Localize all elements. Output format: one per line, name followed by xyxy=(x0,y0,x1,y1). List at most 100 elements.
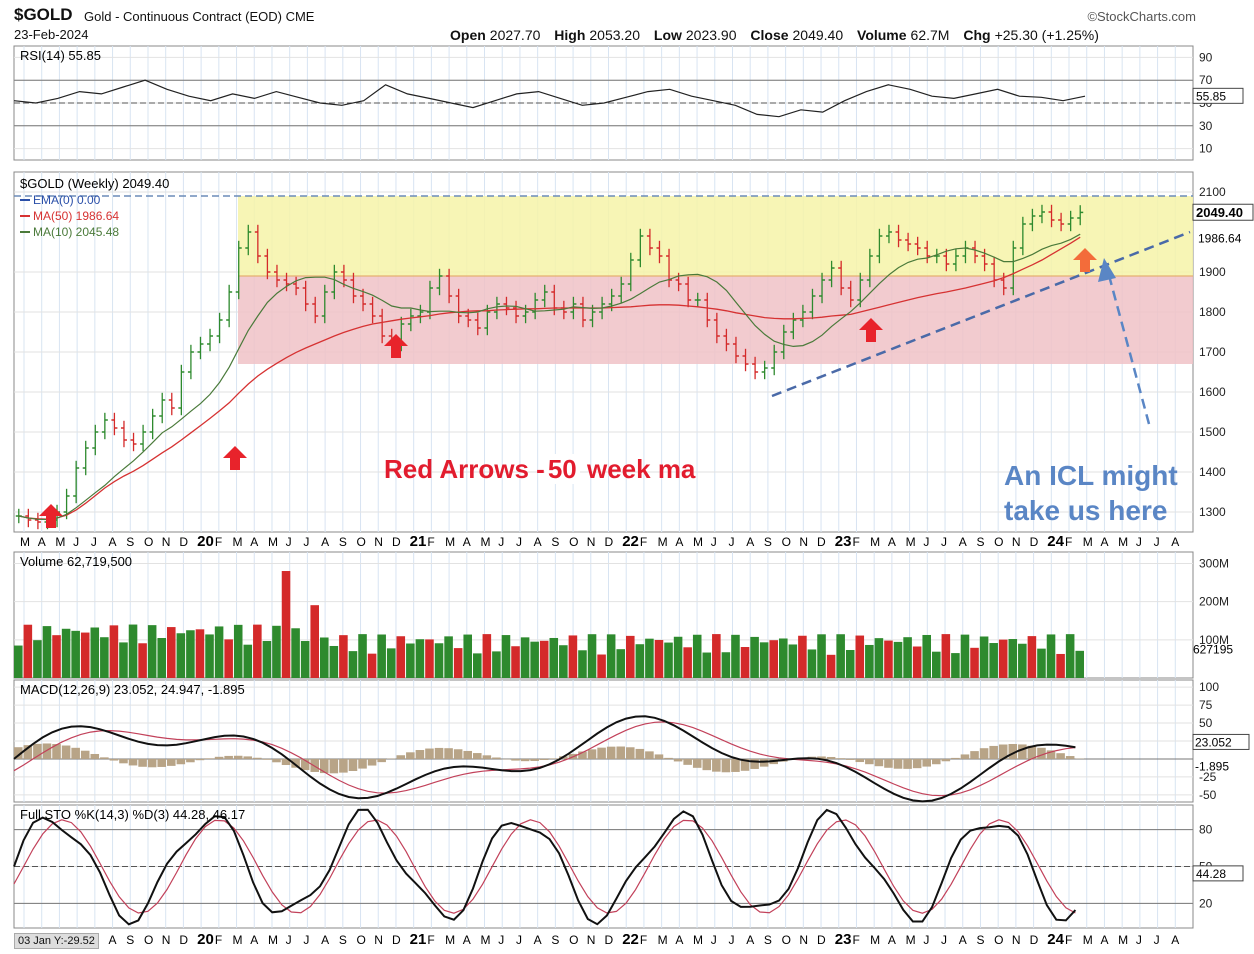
rsi-tag-box xyxy=(1192,87,1244,104)
macd-histogram-bar xyxy=(444,748,453,759)
x-axis-label: J xyxy=(286,535,292,549)
ann-red-suffix: week ma xyxy=(579,454,696,484)
volume-bar xyxy=(702,652,712,678)
ma50-touch-arrow xyxy=(39,504,63,528)
y-tick-label: 200M xyxy=(1199,595,1229,609)
volume-bar xyxy=(673,636,683,678)
x-axis-label-bottom: S xyxy=(764,933,772,947)
macd-line xyxy=(13,715,1076,803)
close-tag-box xyxy=(1192,203,1254,221)
x-axis-label: M xyxy=(906,535,916,549)
x-axis-label-bottom: J xyxy=(728,933,734,947)
macd-histogram-bar xyxy=(884,758,893,768)
x-axis-label: J xyxy=(498,535,504,549)
volume-bar xyxy=(233,624,243,678)
volume-bar xyxy=(33,640,42,678)
macd-histogram-bar xyxy=(654,754,664,759)
x-axis-label-bottom: D xyxy=(1030,933,1039,947)
volume-bar xyxy=(530,641,539,678)
y-tick-label: 1300 xyxy=(1199,505,1226,519)
volume-bar xyxy=(415,639,425,678)
volume-bar xyxy=(654,639,664,678)
macd-histogram-bar xyxy=(157,758,166,767)
macd-histogram-bar xyxy=(712,758,721,772)
macd-histogram-bar xyxy=(865,758,874,765)
x-axis-label: A xyxy=(746,535,754,549)
x-axis-label-bottom: F xyxy=(1065,933,1072,947)
macd-histogram-bar xyxy=(262,758,272,760)
macd-histogram-bar xyxy=(233,755,243,759)
x-axis-label-bottom: N xyxy=(1012,933,1021,947)
x-axis-label: M xyxy=(481,535,491,549)
macd-histogram-bar xyxy=(42,743,52,759)
y-tick-label: 90 xyxy=(1199,50,1213,64)
symbol-title: $GOLD xyxy=(14,5,73,24)
volume-bar xyxy=(1056,653,1065,678)
x-axis-label: J xyxy=(923,535,929,549)
macd-histogram-bar xyxy=(367,758,377,766)
legend-label: EMA(0) 0.00 xyxy=(33,193,101,207)
volume-bar xyxy=(71,630,80,678)
macd-histogram-bar xyxy=(33,743,42,759)
macd-histogram-bar xyxy=(176,758,186,765)
volume-bar xyxy=(14,645,23,678)
volume-bar xyxy=(941,634,951,678)
x-axis-label-bottom: 20 xyxy=(197,931,214,948)
x-axis-label: N xyxy=(587,535,596,549)
low-label: Low xyxy=(653,27,682,43)
macd-histogram-bar xyxy=(473,753,482,759)
x-axis-label-bottom: A xyxy=(1171,933,1179,947)
x-axis-label: A xyxy=(1100,535,1108,549)
x-axis-label-bottom: 21 xyxy=(410,931,427,948)
macd-histogram-bar xyxy=(272,758,281,763)
x-axis-label: M xyxy=(1083,535,1093,549)
rsi-tag-value: 55.85 xyxy=(1196,89,1226,103)
macd-histogram-bar xyxy=(253,757,262,759)
x-axis-label: A xyxy=(534,535,542,549)
macd-histogram-bar xyxy=(874,758,884,767)
x-axis-label: N xyxy=(799,535,808,549)
macd-histogram-bar xyxy=(903,758,912,769)
y-tick-label: -50 xyxy=(1199,788,1217,802)
y-tick-label: 80 xyxy=(1199,823,1213,837)
macd-tag-box xyxy=(1192,733,1250,750)
y-tick-label: 70 xyxy=(1199,73,1213,87)
open-value: 2027.70 xyxy=(489,27,541,43)
volume-bar xyxy=(635,644,645,678)
volume-bar xyxy=(329,645,339,678)
volume-bar xyxy=(157,638,166,678)
x-axis-label-bottom: S xyxy=(339,933,347,947)
volume-bar xyxy=(1046,634,1056,678)
macd-histogram-bar xyxy=(339,758,348,773)
y-tick-label: 1400 xyxy=(1199,465,1226,479)
x-axis-label: S xyxy=(551,535,559,549)
x-axis-label-bottom: D xyxy=(605,933,614,947)
close-tag-value: 2049.40 xyxy=(1196,205,1243,220)
volume-bar xyxy=(597,654,606,678)
macd-histogram-bar xyxy=(664,757,673,759)
x-axis-label: O xyxy=(357,535,366,549)
x-axis-label: A xyxy=(250,535,258,549)
x-axis-label: A xyxy=(463,535,471,549)
x-axis-label-bottom: M xyxy=(445,933,455,947)
x-axis-label-bottom: M xyxy=(693,933,703,947)
y-tick-label: 100M xyxy=(1199,633,1229,647)
x-axis-label: O xyxy=(994,535,1003,549)
x-axis-label: D xyxy=(392,535,401,549)
x-axis-label-bottom: O xyxy=(357,933,366,947)
x-axis-label: N xyxy=(162,535,171,549)
macd-histogram-bar xyxy=(195,758,205,761)
macd-histogram-bar xyxy=(1056,753,1065,759)
macd-histogram-bar xyxy=(329,758,339,774)
volume-bar xyxy=(23,624,33,678)
x-axis-label: J xyxy=(91,535,97,549)
volume-bar xyxy=(61,628,71,678)
x-axis-label-bottom: A xyxy=(534,933,542,947)
x-axis-label-bottom: F xyxy=(640,933,647,947)
x-axis-label: F xyxy=(427,535,434,549)
x-axis-label-bottom: S xyxy=(126,933,134,947)
volume-bar xyxy=(492,651,501,678)
volume-bar xyxy=(42,626,52,678)
macd-histogram-bar xyxy=(520,758,530,762)
